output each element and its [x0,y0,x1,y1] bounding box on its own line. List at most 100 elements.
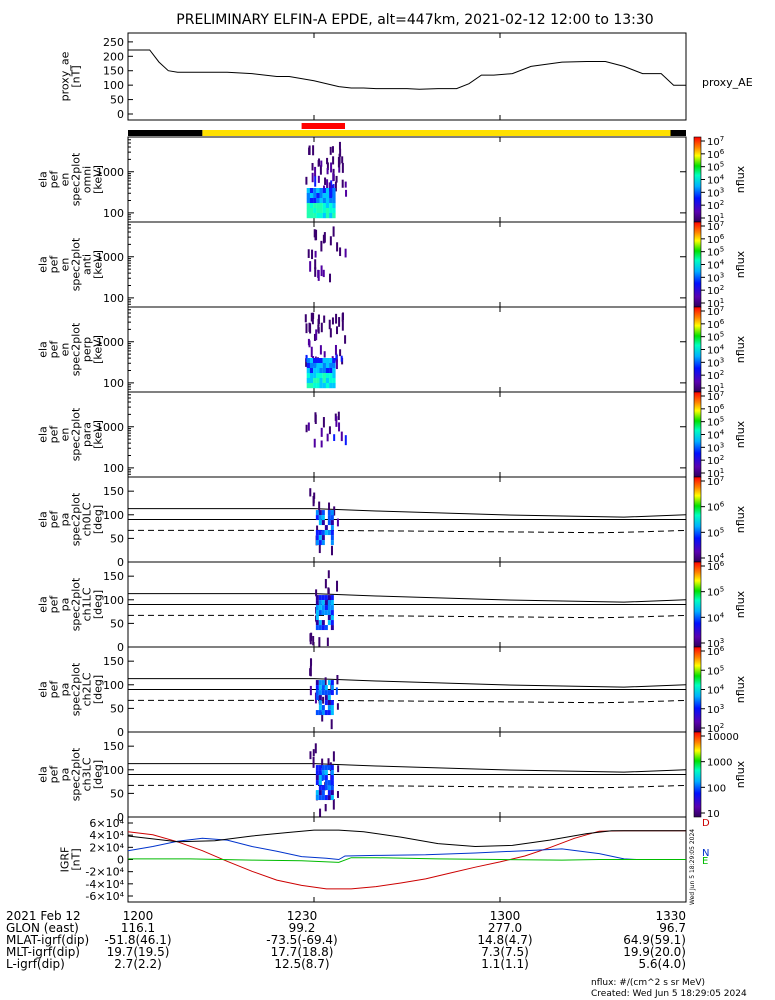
spectrum-core-cell [316,193,320,199]
spec2plot-ch3LC-ylabel-line: pa [59,768,72,782]
pa-core-cell [321,690,325,696]
spectrum-cell [335,353,338,361]
pa-core-cell [327,510,331,516]
spectrum-core-cell [309,358,314,364]
spectrum-cell [339,349,342,357]
pa-core-cell [324,600,328,606]
colorbar-tick-label: 10 [707,809,720,820]
colorbar-tick-label: 100 [707,783,726,794]
spectrum-core-cell [316,368,320,374]
y-tick-label: -4×10⁴ [85,878,124,891]
pa-core-cell [318,600,322,606]
legend-N: N [702,848,709,859]
colorbar-tick-label: 104 [707,611,725,624]
spectrum-cell [341,162,344,173]
status-bar-red [301,123,345,129]
spectrum-cell [312,749,315,757]
spectrum-core-cell [332,208,336,214]
y-tick-label: 100 [103,594,124,607]
loss-cone-lower-line [128,784,687,789]
proxy_AE-series-line [128,49,686,90]
pa-core-cell [324,770,328,776]
spec2plot-ch1LC-colorbar-label: nflux [734,590,747,618]
spectrum-cell [342,312,345,321]
spectrum-cell [334,181,337,192]
spectrum-core-cell [313,198,317,204]
colorbar-tick-label: 102 [707,454,724,467]
spectrum-cell [335,359,338,370]
pa-core-cell [315,695,319,701]
pa-core-cell [327,530,331,536]
y-tick-label: 4×10⁴ [89,829,124,842]
loss-cone-lower-line [128,699,687,704]
pa-core-cell [330,625,334,631]
footer-row-label: L-igrf(dip) [6,957,65,971]
spectrum-core-cell [322,193,326,199]
spectrum-cell [314,267,317,277]
spectrum-core-cell [322,198,326,204]
spectrum-cell [338,422,341,432]
spectrum-cell [309,323,312,334]
pa-core-cell [330,690,334,696]
pa-core-cell [321,765,325,771]
colorbar-tick-label: 107 [707,220,724,233]
spectrum-cell [318,501,321,513]
colorbar-tick-label: 105 [707,331,724,344]
spectrum-cell [332,751,335,762]
spectrum-cell [313,333,316,341]
footer-value: 7.3(7.5) [481,945,529,959]
spec2plot-en-omni-ylabel-line: pef [48,170,61,189]
y-tick-label: 6×10⁴ [89,817,124,830]
footer-value: 1330 [655,909,686,923]
pa-core-cell [321,790,325,796]
spec2plot-en-anti-ylabel-line: anti [81,254,94,275]
spectrum-core-cell [325,208,330,214]
spectrum-core-cell [319,198,323,204]
spec2plot-en-para-colorbar-label: nflux [734,420,747,448]
spectrum-cell [344,435,347,446]
spectrum-cell [310,658,313,666]
spectrum-cell [335,416,338,427]
pa-core-cell [324,690,328,696]
pa-core-cell [318,520,322,526]
spectrum-cell [309,261,312,272]
colorbar-tick-label: 10000 [707,732,739,743]
spectrum-cell [320,160,323,167]
spec2plot-ch0LC-ylabel-line: [deg] [92,505,105,534]
y-tick-label: 150 [103,570,124,583]
spectrum-cell [311,249,314,260]
pa-core-cell [315,510,319,516]
pa-core-cell [330,515,334,521]
colorbar-tick-label: 106 [707,501,725,514]
y-tick-label: 2×10⁴ [89,841,124,854]
colorbar-tick-label: 105 [707,161,724,174]
spectrum-core-cell [309,368,314,374]
spectrum-cell [324,578,327,589]
pa-core-cell [330,765,334,771]
spectrum-cell [330,162,333,173]
spectrum-cell [305,358,308,367]
loss-cone-upper-line [128,593,687,603]
spectrum-core-cell [329,363,333,369]
y-tick-label: 100 [103,377,124,390]
colorbar-tick-label: 102 [707,284,724,297]
spectrum-core-cell [332,368,336,374]
spec2plot-ch0LC-ylabel-line: pa [59,513,72,527]
footer-row-label: 2021 Feb 12 [6,909,81,923]
spec2plot-ch0LC-ylabel-line: ch0LC [81,502,94,536]
legend-E: E [702,856,708,867]
spec2plot-ch2LC-ylabel-line: pef [48,680,61,699]
pa-core-cell [318,710,322,716]
spectrum-core-cell [306,193,310,199]
pa-core-cell [330,795,334,801]
pa-core-cell [315,775,319,781]
spec2plot-ch3LC-colorbar-label: nflux [734,760,747,788]
spec2plot-ch2LC-ylabel-line: pa [59,683,72,697]
spectrum-core-cell [329,188,333,194]
pa-core-cell [315,780,319,786]
pa-core-cell [321,710,325,716]
y-tick-label: 100 [103,292,124,305]
series-legend-label: proxy_AE [702,76,753,89]
pa-core-cell [315,625,319,631]
spectrum-cell [315,329,318,341]
